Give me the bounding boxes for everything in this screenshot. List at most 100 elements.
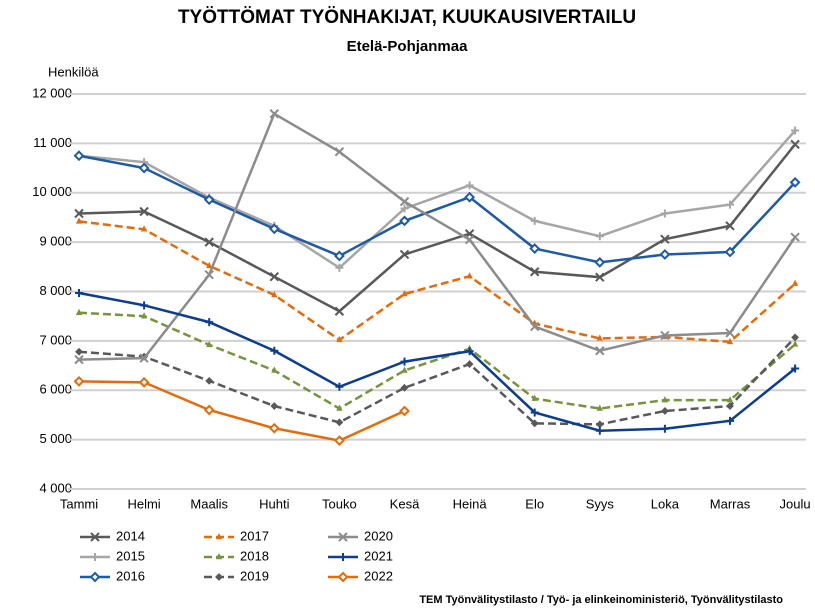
chart-title: TYÖTTÖMAT TYÖNHAKIJAT, KUUKAUSIVERTAILU bbox=[178, 7, 636, 28]
data-point bbox=[596, 404, 603, 411]
series-line bbox=[78, 143, 797, 313]
data-point bbox=[203, 404, 215, 416]
data-point bbox=[138, 376, 150, 388]
data-point bbox=[595, 232, 604, 241]
data-point bbox=[724, 246, 736, 258]
data-point bbox=[75, 308, 83, 315]
series-line bbox=[78, 129, 797, 270]
legend-marker bbox=[90, 532, 100, 542]
data-point bbox=[138, 162, 150, 174]
data-point bbox=[660, 407, 669, 415]
y-tick-label: 6 000 bbox=[39, 382, 72, 397]
data-point bbox=[661, 396, 669, 403]
data-point bbox=[464, 234, 475, 245]
x-tick-label: Joulu bbox=[780, 496, 811, 511]
data-point bbox=[399, 215, 410, 227]
data-point bbox=[73, 375, 85, 387]
data-point bbox=[791, 279, 799, 286]
legend-label: 2015 bbox=[116, 548, 145, 563]
data-point bbox=[595, 272, 605, 282]
data-point bbox=[725, 328, 735, 338]
data-point bbox=[596, 334, 603, 341]
series-line bbox=[78, 380, 406, 442]
y-tick-label: 5 000 bbox=[39, 431, 72, 446]
data-point bbox=[595, 420, 604, 429]
data-point bbox=[335, 263, 344, 272]
data-point bbox=[790, 139, 800, 150]
legend-label: 2017 bbox=[240, 528, 269, 543]
legend-label: 2020 bbox=[364, 528, 393, 543]
data-point bbox=[791, 126, 800, 135]
data-point bbox=[400, 357, 409, 366]
data-point bbox=[270, 402, 279, 410]
data-point bbox=[139, 353, 149, 363]
data-point bbox=[789, 176, 801, 188]
legend-marker bbox=[339, 553, 347, 561]
y-tick-label: 12 000 bbox=[32, 85, 72, 100]
data-point bbox=[269, 109, 280, 119]
y-tick-label: 8 000 bbox=[39, 283, 72, 298]
data-point bbox=[334, 306, 345, 316]
data-point bbox=[336, 335, 343, 343]
x-tick-label: Huhti bbox=[259, 496, 289, 511]
data-point bbox=[74, 354, 84, 365]
x-tick-label: Heinä bbox=[453, 496, 488, 511]
series-line bbox=[78, 336, 797, 426]
x-tick-label: Elo bbox=[525, 496, 544, 511]
legend-marker bbox=[91, 553, 99, 561]
data-point bbox=[401, 289, 408, 297]
data-point bbox=[465, 181, 474, 190]
data-point bbox=[399, 405, 410, 417]
data-point bbox=[595, 426, 604, 435]
data-point bbox=[595, 346, 605, 356]
data-point bbox=[140, 312, 148, 319]
y-tick-label: 10 000 bbox=[32, 184, 72, 199]
data-point bbox=[790, 232, 800, 242]
x-tick-label: Maalis bbox=[190, 496, 228, 511]
legend-marker bbox=[337, 571, 349, 583]
data-point bbox=[531, 394, 538, 401]
y-tick-label: 4 000 bbox=[39, 480, 72, 495]
data-point bbox=[74, 208, 84, 219]
data-point bbox=[269, 271, 280, 282]
x-tick-label: Marras bbox=[710, 496, 751, 511]
data-point bbox=[336, 404, 343, 411]
data-point bbox=[726, 337, 734, 345]
data-point bbox=[465, 360, 474, 368]
legend-marker bbox=[215, 553, 223, 560]
x-tick-label: Kesä bbox=[390, 496, 420, 511]
data-point bbox=[399, 196, 410, 207]
data-point bbox=[75, 288, 83, 297]
data-point bbox=[529, 321, 540, 332]
data-point bbox=[335, 418, 344, 427]
source: TEM Työnvälitystilasto / Työ- ja elinkei… bbox=[419, 594, 783, 606]
legend-label: 2019 bbox=[240, 568, 269, 583]
data-point bbox=[726, 200, 734, 209]
data-point bbox=[660, 234, 670, 244]
chart-subtitle: Etelä-Pohjanmaa bbox=[347, 38, 469, 55]
data-point bbox=[529, 243, 541, 254]
x-tick-label: Touko bbox=[322, 496, 357, 511]
data-point bbox=[594, 256, 606, 268]
data-point bbox=[205, 318, 214, 327]
data-point bbox=[206, 261, 213, 269]
legend-label: 2018 bbox=[240, 548, 269, 563]
data-point bbox=[726, 402, 734, 410]
data-point bbox=[140, 225, 148, 232]
data-point bbox=[268, 223, 280, 235]
data-point bbox=[660, 330, 670, 341]
legend-label: 2021 bbox=[364, 548, 393, 563]
series-line bbox=[78, 154, 797, 264]
data-point bbox=[529, 267, 540, 277]
legend-marker bbox=[215, 573, 223, 581]
data-point bbox=[335, 382, 344, 391]
legend-label: 2016 bbox=[116, 568, 145, 583]
data-point bbox=[271, 366, 278, 373]
data-point bbox=[466, 272, 473, 279]
x-tick-label: Syys bbox=[586, 496, 615, 511]
y-tick-label: 11 000 bbox=[33, 135, 72, 150]
data-point bbox=[401, 366, 408, 373]
data-point bbox=[725, 221, 735, 231]
legend-marker bbox=[338, 532, 348, 542]
y-axis-label: Henkilöä bbox=[48, 64, 99, 79]
